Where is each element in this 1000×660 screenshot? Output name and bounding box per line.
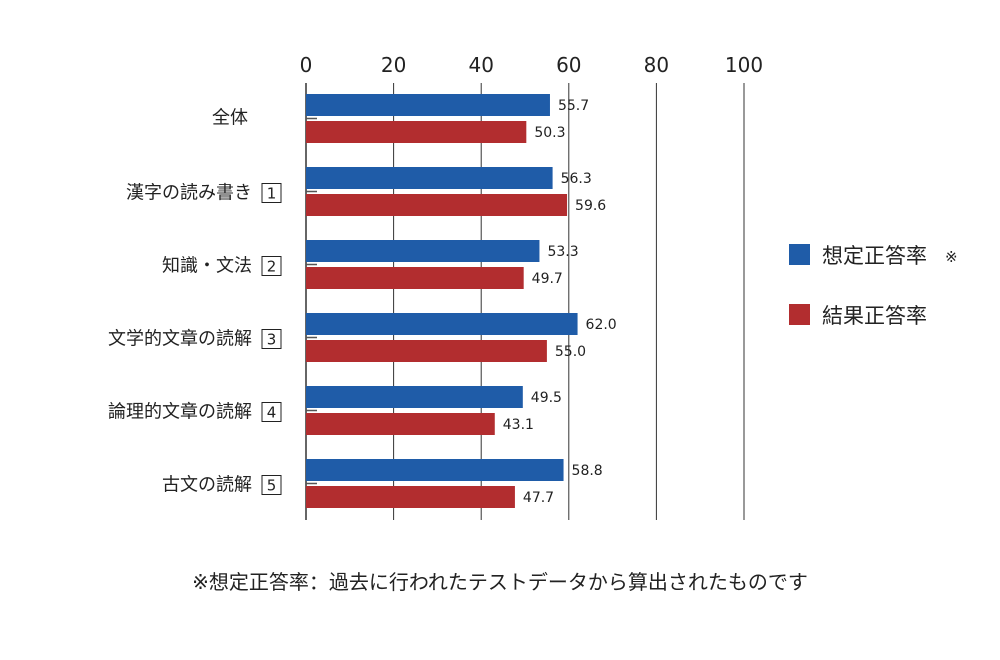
- legend: 想定正答率 ※ 結果正答率: [789, 244, 958, 328]
- bar-actual: [306, 121, 527, 143]
- legend-note-mark: ※: [945, 248, 958, 266]
- category-label: 漢字の読み書き: [126, 183, 252, 204]
- bar-actual: [306, 267, 524, 289]
- category-number: 5: [267, 477, 277, 495]
- category-number: 1: [267, 185, 277, 203]
- category-number: 3: [267, 331, 277, 349]
- data-label: 56.3: [561, 171, 592, 187]
- category-number: 2: [267, 258, 277, 276]
- x-tick-label: 100: [725, 53, 763, 77]
- x-tick-label: 0: [300, 53, 313, 77]
- bar-expected: [306, 167, 553, 189]
- bar-actual: [306, 340, 547, 362]
- footnote: ※想定正答率：過去に行われたテストデータから算出されたものです: [192, 570, 808, 594]
- data-label: 59.6: [575, 198, 606, 214]
- bars: 55.7 50.3 56.3 59.6 53.3 49.7 62.055.0 49.5 43.1…: [306, 94, 617, 508]
- bar-actual: [306, 413, 495, 435]
- category-number: 4: [267, 404, 277, 422]
- data-label: 53.3: [547, 244, 578, 260]
- x-tick-label: 20: [381, 53, 406, 77]
- legend-label: 想定正答率: [822, 244, 927, 268]
- legend-swatch: [789, 244, 810, 265]
- category-label: 知識・文法: [162, 256, 252, 277]
- data-label: 62.0: [586, 317, 617, 333]
- category-number-box: [261, 183, 282, 203]
- data-label: 58.8: [572, 463, 603, 479]
- category-label: 全体: [212, 108, 248, 129]
- data-label: 43.1: [503, 417, 534, 433]
- x-axis-ticks: 0 20 40 60 80 100: [300, 53, 763, 77]
- data-label: 55.7: [558, 98, 589, 114]
- x-tick-label: 80: [644, 53, 669, 77]
- bar-expected: [306, 386, 523, 408]
- category-labels: 全体 1 漢字の読み書き 2 知識・文法 3 文学的文章の読解 4 論理的文章の読解 5 古文の読解: [108, 108, 282, 496]
- category-label: 文学的文章の読解: [108, 329, 252, 350]
- bar-expected: [306, 240, 540, 262]
- bar-actual: [306, 486, 515, 508]
- category-number-box: [261, 475, 282, 495]
- category-number-box: [261, 402, 282, 422]
- x-tick-label: 40: [468, 53, 493, 77]
- bar-expected: [306, 94, 550, 116]
- data-label: 47.7: [523, 490, 554, 506]
- bar-expected: [306, 459, 564, 481]
- data-label: 55.0: [555, 344, 586, 360]
- legend-swatch: [789, 304, 810, 325]
- legend-label: 結果正答率: [822, 304, 927, 328]
- grid-lines: [305, 83, 745, 520]
- data-label: 49.7: [532, 271, 563, 287]
- category-number-box: [261, 256, 282, 276]
- category-number-box: [261, 329, 282, 349]
- category-label: 古文の読解: [162, 475, 252, 496]
- bar-actual: [306, 194, 568, 216]
- data-label: 49.5: [531, 390, 562, 406]
- x-tick-label: 60: [556, 53, 581, 77]
- bar-expected: [306, 313, 578, 335]
- category-label: 論理的文章の読解: [108, 402, 252, 423]
- data-label: 50.3: [534, 125, 565, 141]
